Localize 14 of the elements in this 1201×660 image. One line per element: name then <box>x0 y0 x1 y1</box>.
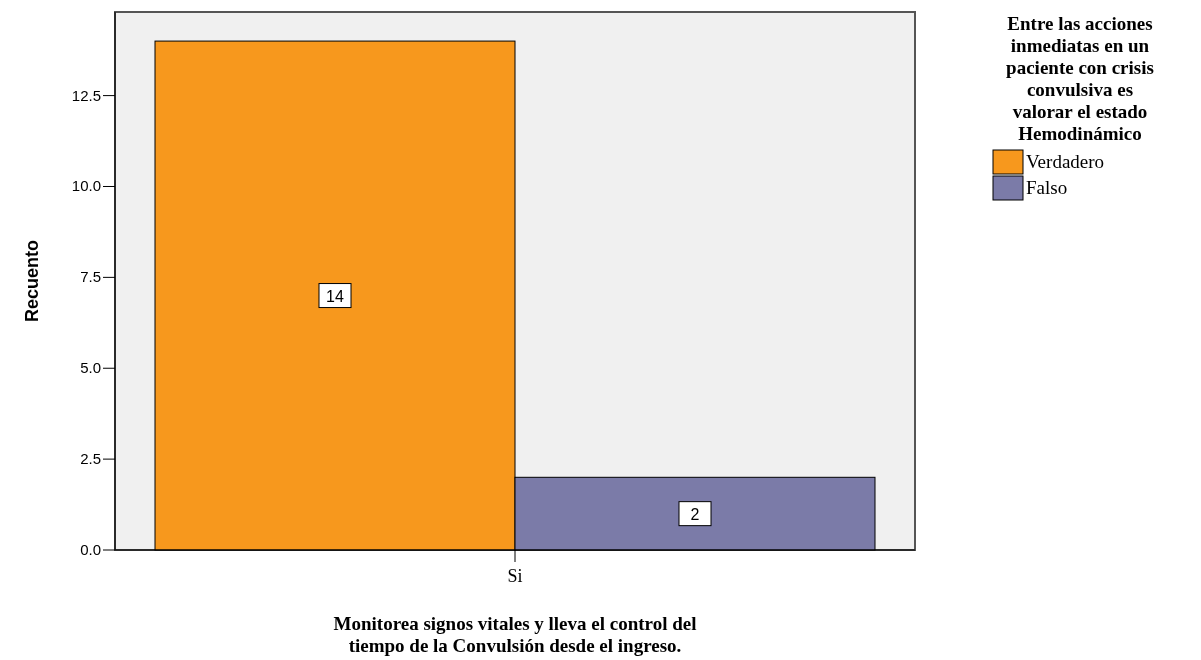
data-label: 14 <box>326 287 344 305</box>
y-tick-label: 0.0 <box>80 541 101 558</box>
y-tick-label: 7.5 <box>80 268 101 286</box>
y-axis-title: Recuento <box>22 239 42 323</box>
legend-label: Verdadero <box>1026 151 1105 172</box>
x-axis-title: Monitorea signos vitales y lleva el control del tiempo de la Convulsión desde el ingreso. <box>333 613 697 656</box>
x-tick-label: Si <box>507 566 523 586</box>
y-tick-label: 5.0 <box>80 359 101 377</box>
y-tick-label: 2.5 <box>80 450 101 468</box>
legend-title: Entre las acciones inmediatas en un paciente con crisis convulsiva es valorar el estado Hemodinámico <box>1006 13 1154 144</box>
y-tick-label: 10.0 <box>71 177 101 195</box>
legend-label: Falso <box>1026 177 1068 198</box>
data-label: 2 <box>690 505 700 523</box>
y-tick-label: 12.5 <box>71 86 101 104</box>
